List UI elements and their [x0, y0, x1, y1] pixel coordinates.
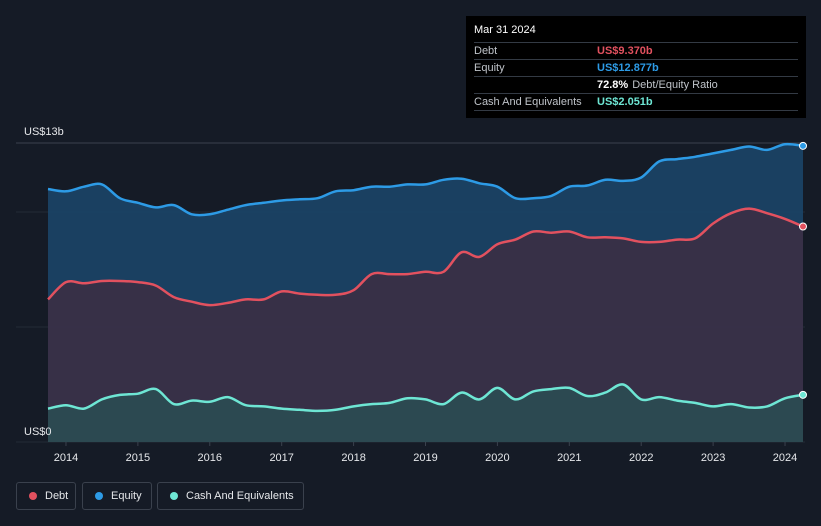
tooltip-ratio-label: Debt/Equity Ratio [632, 79, 718, 91]
y-axis-bottom-label: US$0 [24, 426, 52, 438]
tooltip-debt-value: US$9.370b [597, 45, 653, 57]
tooltip-date: Mar 31 2024 [474, 24, 536, 36]
x-tick-label: 2015 [126, 452, 150, 464]
tooltip-cash-label: Cash And Equivalents [474, 96, 582, 108]
x-tick-label: 2021 [557, 452, 581, 464]
cash-endpoint [799, 390, 807, 399]
x-tick-label: 2019 [413, 452, 437, 464]
legend-item-cash[interactable]: Cash And Equivalents [157, 482, 304, 510]
x-tick-label: 2023 [701, 452, 725, 464]
tooltip-ratio-value: 72.8% [597, 79, 629, 91]
debt-area [48, 208, 803, 442]
tooltip-row-cash: Cash And Equivalents US$2.051b [474, 93, 798, 111]
tooltip-row-equity: Equity US$12.877b [474, 59, 798, 76]
cash-line [47, 383, 804, 413]
x-tick-label: 2017 [269, 452, 293, 464]
equity-line [47, 142, 804, 217]
cash-area [48, 384, 803, 442]
debt-line [47, 207, 804, 307]
legend-item-equity[interactable]: Equity [82, 482, 152, 510]
legend-debt-label: Debt [45, 490, 69, 502]
tooltip-row-ratio: 72.8% Debt/Equity Ratio [474, 76, 798, 93]
equity-dot-icon [95, 492, 103, 500]
legend-item-debt[interactable]: Debt [16, 482, 76, 510]
tooltip-row-debt: Debt US$9.370b [474, 42, 798, 59]
x-tick-label: 2018 [341, 452, 365, 464]
x-tick-label: 2022 [629, 452, 653, 464]
cash-dot-icon [170, 492, 178, 500]
legend-equity-label: Equity [111, 490, 142, 502]
x-tick-label: 2024 [773, 452, 797, 464]
x-tick-label: 2016 [198, 452, 222, 464]
x-tick-label: 2020 [485, 452, 509, 464]
data-tooltip: Mar 31 2024 Debt US$9.370b Equity US$12.… [466, 16, 806, 118]
y-axis-top-label: US$13b [24, 126, 64, 138]
tooltip-equity-value: US$12.877b [597, 62, 659, 74]
tooltip-equity-label: Equity [474, 62, 505, 74]
equity-endpoint [799, 141, 807, 150]
debt-endpoint [799, 222, 807, 231]
x-tick-label: 2014 [54, 452, 78, 464]
tooltip-debt-label: Debt [474, 45, 498, 57]
legend-cash-label: Cash And Equivalents [186, 490, 294, 502]
tooltip-ratio-spacer [474, 77, 597, 93]
debt-dot-icon [29, 492, 37, 500]
tooltip-cash-value: US$2.051b [597, 96, 653, 108]
